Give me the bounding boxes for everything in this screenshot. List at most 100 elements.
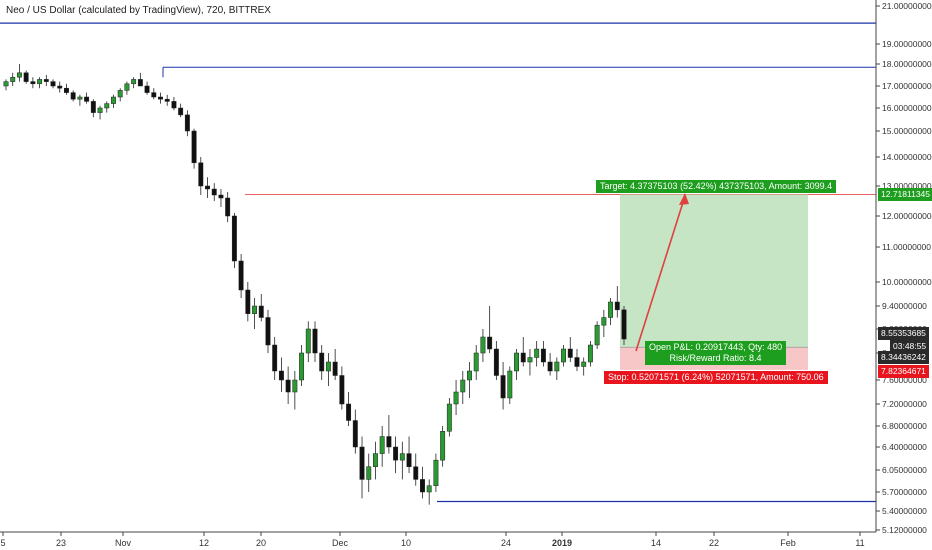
time-tick-label: 5 bbox=[0, 538, 5, 548]
time-tick-label: 22 bbox=[709, 538, 719, 548]
candle-body bbox=[265, 317, 271, 346]
candle-body bbox=[413, 466, 419, 480]
candle-body bbox=[84, 96, 90, 102]
price-tick-label: 12.00000000 bbox=[882, 211, 932, 221]
time-tick-label: 23 bbox=[56, 538, 66, 548]
candle-body bbox=[527, 357, 533, 363]
price-tick-label: 15.00000000 bbox=[882, 126, 932, 136]
candle-body bbox=[43, 79, 49, 82]
candle-body bbox=[520, 352, 526, 363]
candle-body bbox=[151, 92, 157, 98]
horizontal-levels bbox=[0, 22, 876, 503]
candle-body bbox=[500, 375, 506, 399]
candle-body bbox=[581, 361, 587, 367]
candle-body bbox=[594, 324, 600, 346]
candle-body bbox=[117, 90, 123, 98]
candle-body bbox=[514, 352, 519, 372]
time-tick-label: 2019 bbox=[552, 538, 572, 548]
price-tick-label: 18.00000000 bbox=[882, 59, 932, 69]
candle-body bbox=[238, 260, 244, 291]
time-tick-label: 20 bbox=[256, 538, 266, 548]
candle-body bbox=[507, 370, 513, 399]
candle-body bbox=[57, 85, 63, 89]
candle-body bbox=[473, 352, 479, 372]
candle-body bbox=[312, 328, 318, 354]
price-tick-label: 11.00000000 bbox=[882, 242, 931, 252]
candle-body bbox=[292, 379, 298, 393]
candle-body bbox=[211, 188, 217, 196]
target-label[interactable]: Target: 4.37375103 (52.42%) 437375103, A… bbox=[596, 180, 837, 194]
arrow-head bbox=[679, 193, 689, 205]
candle-body bbox=[601, 317, 607, 326]
candle-body bbox=[379, 436, 385, 454]
candle-body bbox=[534, 348, 540, 358]
price-tag-secondary: 8.34436242 bbox=[878, 351, 929, 365]
projection-arrow[interactable] bbox=[635, 193, 689, 352]
candle-body bbox=[426, 485, 432, 493]
candle-body bbox=[547, 361, 553, 372]
candle-body bbox=[487, 336, 493, 350]
price-tick-label: 5.12000000 bbox=[882, 525, 927, 535]
candle-body bbox=[70, 92, 76, 100]
candle-body bbox=[467, 370, 472, 381]
candle-body bbox=[77, 96, 83, 100]
candle-body bbox=[285, 379, 291, 393]
price-tick-label: 6.40000000 bbox=[882, 442, 927, 452]
price-tick-label: 6.80000000 bbox=[882, 421, 927, 431]
candle-body bbox=[614, 301, 620, 311]
time-axis[interactable]: 5 23 Nov 12 20 Dec 10 24 2019 14 22 Feb 11 bbox=[0, 531, 876, 548]
candle-body bbox=[205, 185, 210, 190]
candle-body bbox=[158, 96, 163, 100]
candle-body bbox=[319, 352, 325, 372]
candle-body bbox=[137, 79, 143, 87]
candle-body bbox=[231, 215, 237, 262]
candle-body bbox=[23, 72, 29, 82]
candle-body bbox=[30, 81, 36, 85]
candle-body bbox=[373, 453, 378, 467]
time-tick-label: Nov bbox=[115, 538, 132, 548]
price-tag-target: 12.71811345 bbox=[878, 188, 932, 202]
candle-body bbox=[453, 391, 459, 405]
candle-body bbox=[3, 81, 9, 87]
price-axis[interactable]: 21.00000000 19.00000000 18.00000000 17.0000… bbox=[875, 0, 932, 535]
price-tag-stop: 7.82364671 bbox=[878, 364, 929, 378]
time-tick-label: 14 bbox=[651, 538, 661, 548]
candle-body bbox=[332, 361, 338, 376]
candle-body bbox=[171, 101, 177, 109]
pnl-line-2: Risk/Reward Ratio: 8.4 bbox=[669, 353, 762, 364]
pnl-line-1: Open P&L: 0.20917443, Qty: 480 bbox=[649, 342, 783, 353]
candle-body bbox=[406, 453, 412, 467]
candle-body bbox=[225, 197, 231, 217]
candles-group bbox=[3, 64, 627, 505]
candle-body bbox=[104, 103, 110, 109]
candle-body bbox=[64, 87, 69, 93]
candle-body bbox=[184, 114, 190, 132]
price-tick-label: 7.60000000 bbox=[882, 375, 927, 385]
candle-body bbox=[218, 194, 224, 199]
arrow-shaft bbox=[635, 195, 686, 352]
time-tick-label: 12 bbox=[199, 538, 209, 548]
candle-body bbox=[399, 453, 405, 461]
candle-body bbox=[144, 85, 150, 93]
price-tag-current: 8.55353685 bbox=[878, 327, 929, 340]
price-tick-label: 17.00000000 bbox=[882, 81, 932, 91]
candle-body bbox=[16, 72, 22, 78]
stop-label[interactable]: Stop: 0.52071571 (6.24%) 52071571, Amoun… bbox=[604, 370, 828, 384]
candle-body bbox=[131, 79, 137, 85]
candle-body bbox=[124, 83, 130, 91]
candle-body bbox=[198, 162, 204, 187]
candle-body bbox=[446, 403, 452, 432]
candle-body bbox=[587, 344, 593, 363]
candle-body bbox=[50, 81, 56, 87]
candle-body bbox=[561, 348, 566, 363]
candle-body bbox=[278, 370, 284, 381]
time-tick-label: Feb bbox=[780, 538, 796, 548]
candle-body bbox=[325, 361, 331, 372]
candle-body bbox=[540, 348, 546, 363]
price-tick-label: 21.00000000 bbox=[882, 1, 932, 11]
candle-body bbox=[608, 301, 614, 318]
price-tick-label: 5.40000000 bbox=[882, 506, 927, 516]
open-pnl-label[interactable]: Open P&L: 0.20917443, Qty: 480 Risk/Rewa… bbox=[645, 341, 787, 366]
price-tick-label: 6.05000000 bbox=[882, 465, 927, 475]
